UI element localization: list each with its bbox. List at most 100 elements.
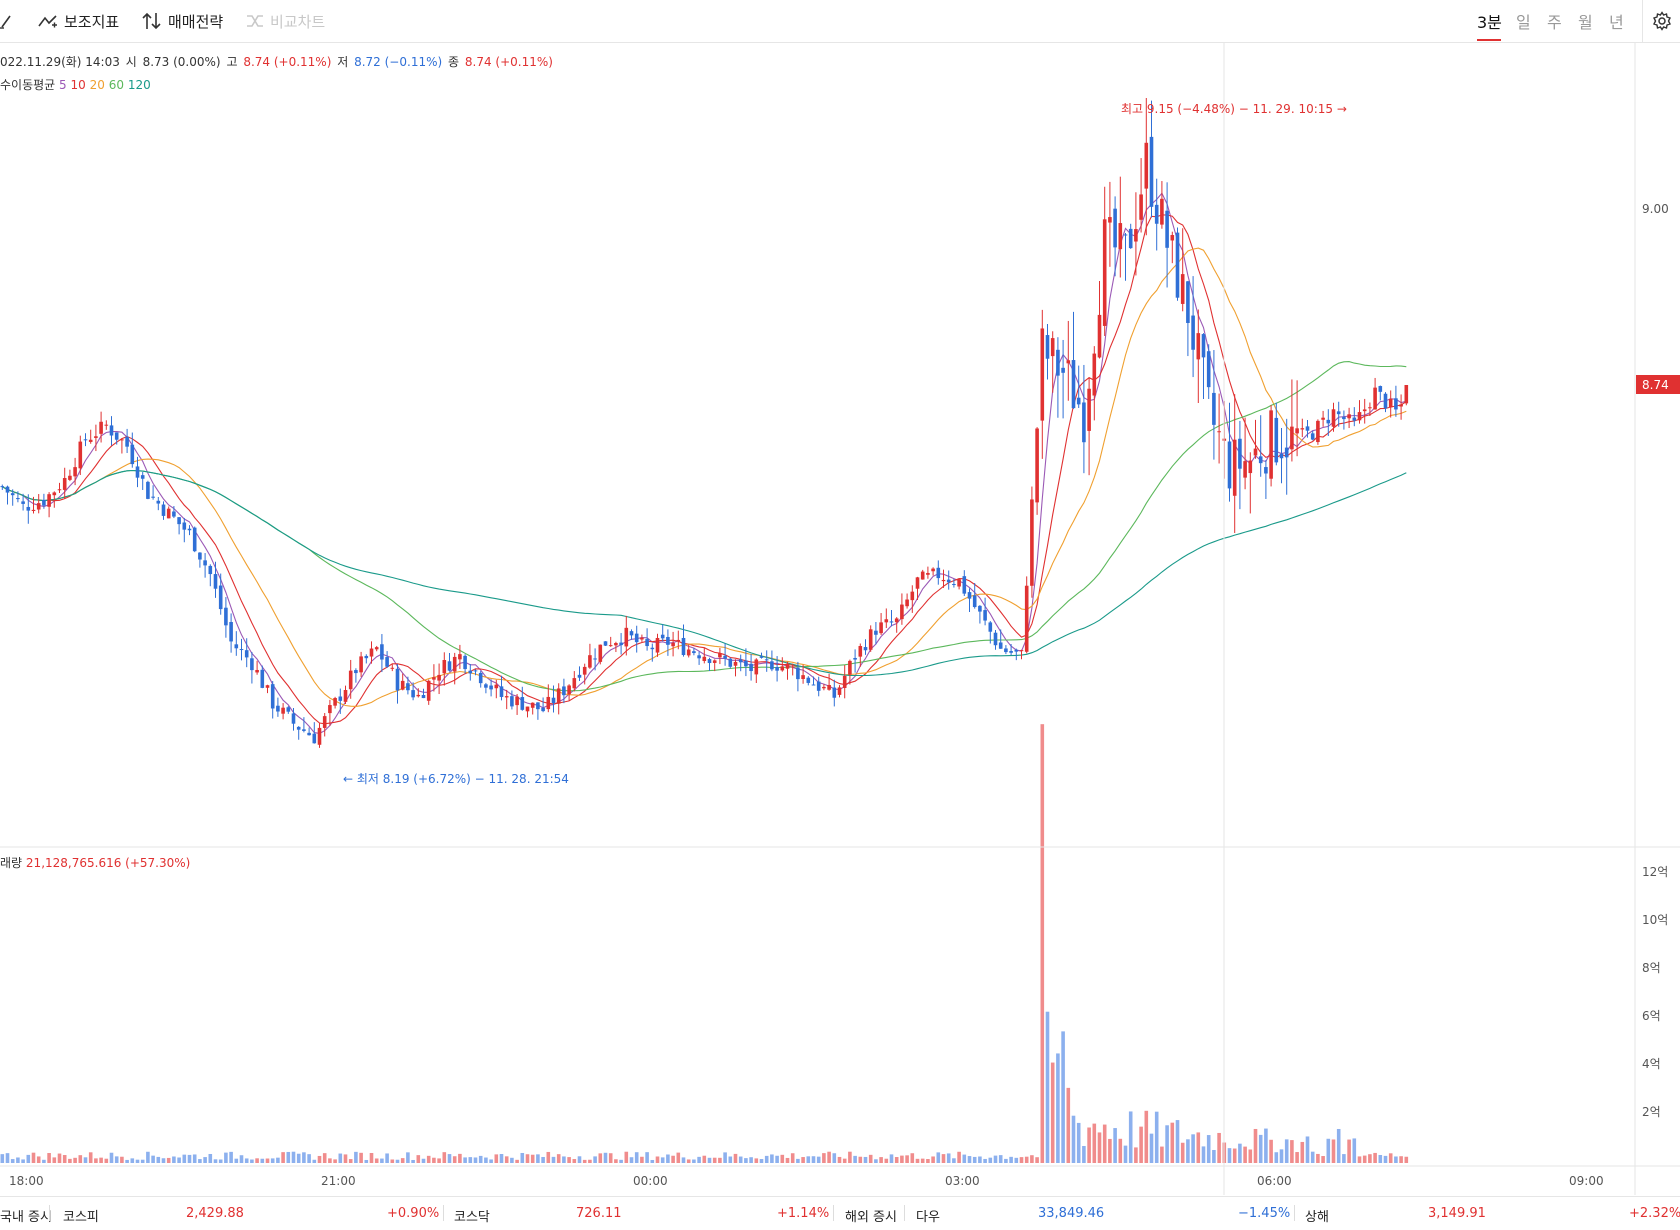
draw-tool-button[interactable] [0, 10, 18, 32]
kosdaq-label[interactable]: 코스닥 [454, 1210, 490, 1225]
candle-body [406, 683, 410, 691]
volume-bar [1227, 1148, 1232, 1163]
candle-body [452, 656, 457, 672]
candle-body [629, 631, 634, 636]
candle-body [88, 439, 93, 442]
volume-bar [676, 1152, 681, 1163]
period-tab-year[interactable]: 년 [1609, 13, 1624, 32]
volume-bar [1050, 1062, 1055, 1163]
volume-bar [1061, 1031, 1065, 1163]
volume-bar [380, 1158, 384, 1163]
candle-body [1014, 649, 1019, 652]
volume-bar [182, 1154, 187, 1163]
candle-body [593, 658, 597, 660]
time-tick-label: 09:00 [1569, 1174, 1604, 1188]
candle-body [1134, 229, 1138, 242]
period-tab-month[interactable]: 월 [1578, 13, 1593, 32]
candle-body [603, 641, 608, 646]
candle-body [1258, 456, 1263, 464]
ma-legend-label: 수이동평균 [0, 78, 56, 92]
volume-bar [530, 1154, 535, 1163]
volume-bar [120, 1156, 124, 1163]
candle-body [775, 667, 779, 671]
volume-bar [1092, 1123, 1097, 1163]
candle-body [1362, 409, 1367, 412]
volume-bar [166, 1157, 171, 1163]
candle-body [676, 639, 681, 642]
candle-body [1024, 585, 1029, 652]
indicators-button[interactable]: 보조지표 [38, 10, 119, 32]
volume-bar [281, 1152, 285, 1163]
candle-body [1368, 407, 1372, 409]
volume-bar [135, 1159, 140, 1163]
dow-label[interactable]: 다우 [916, 1210, 940, 1225]
volume-bar [1310, 1151, 1315, 1163]
volume-bar [853, 1155, 857, 1163]
volume-bar [1097, 1132, 1102, 1163]
volume-bar [1399, 1156, 1403, 1163]
candle-body [421, 694, 426, 699]
volume-bar [525, 1154, 530, 1163]
volume-bar [962, 1154, 967, 1163]
candle-body [1102, 219, 1107, 326]
candle-body [993, 632, 998, 646]
volume-bar [1024, 1156, 1029, 1163]
volume-bar [936, 1152, 941, 1163]
price-chart[interactable]: 9.00 2억 4억 6억 8억 10억 12억 18:00 21:00 00:00 03:00 06… [0, 42, 1680, 1195]
volume-bar [645, 1152, 649, 1163]
compare-button[interactable]: 비교차트 [246, 10, 325, 32]
candle-body [1227, 441, 1232, 489]
candle-body [874, 630, 878, 635]
volume-bar [900, 1155, 904, 1163]
candle-body [395, 668, 400, 691]
volume-bar [244, 1158, 249, 1163]
candle-body [1357, 412, 1362, 421]
candle-body [78, 441, 83, 469]
volume-bar [125, 1159, 129, 1163]
volume-tick-label: 2억 [1642, 1105, 1661, 1119]
ticker-separator [833, 1205, 834, 1221]
candle-body [1061, 367, 1065, 373]
ma-120-label: 120 [127, 78, 151, 92]
ma-5-label: 5 [59, 78, 67, 92]
volume-bar [218, 1159, 223, 1163]
settings-button[interactable] [1642, 0, 1680, 42]
strategy-button[interactable]: 매매전략 [142, 10, 223, 32]
volume-bar [879, 1157, 883, 1163]
kospi-label[interactable]: 코스피 [63, 1210, 99, 1225]
candle-body [754, 659, 759, 675]
volume-bar [868, 1154, 873, 1163]
candle-body [515, 696, 519, 706]
candle-body [1378, 386, 1383, 392]
ma-10-line [2, 214, 1407, 725]
candle-body [499, 686, 504, 697]
candle-body [390, 667, 395, 669]
candle-body [806, 677, 811, 683]
candle-body [458, 654, 462, 660]
candle-body [702, 656, 707, 661]
shanghai-label[interactable]: 상해 [1305, 1210, 1329, 1225]
candle-body [1118, 223, 1123, 250]
candle-body [842, 675, 847, 688]
volume-bar [1258, 1134, 1263, 1163]
last-price-badge: 8.74 [1636, 375, 1680, 394]
candle-body [868, 629, 873, 650]
candle-body [57, 489, 62, 491]
volume-bar [47, 1153, 51, 1163]
volume-bar [489, 1159, 493, 1163]
volume-bar [1362, 1155, 1367, 1163]
candle-body [416, 694, 421, 697]
candle-body [1243, 461, 1247, 478]
candle-body [348, 670, 353, 690]
candle-body [234, 644, 239, 649]
candle-body [432, 677, 436, 680]
volume-bar [556, 1154, 561, 1163]
candle-body [536, 702, 540, 710]
candle-body [1030, 499, 1034, 586]
period-tab-week[interactable]: 주 [1547, 13, 1562, 32]
candle-body [681, 637, 686, 656]
candle-body [94, 436, 98, 438]
volume-bar [707, 1157, 712, 1163]
period-tab-day[interactable]: 일 [1516, 13, 1531, 32]
period-tab-3min[interactable]: 3분 [1477, 13, 1502, 32]
